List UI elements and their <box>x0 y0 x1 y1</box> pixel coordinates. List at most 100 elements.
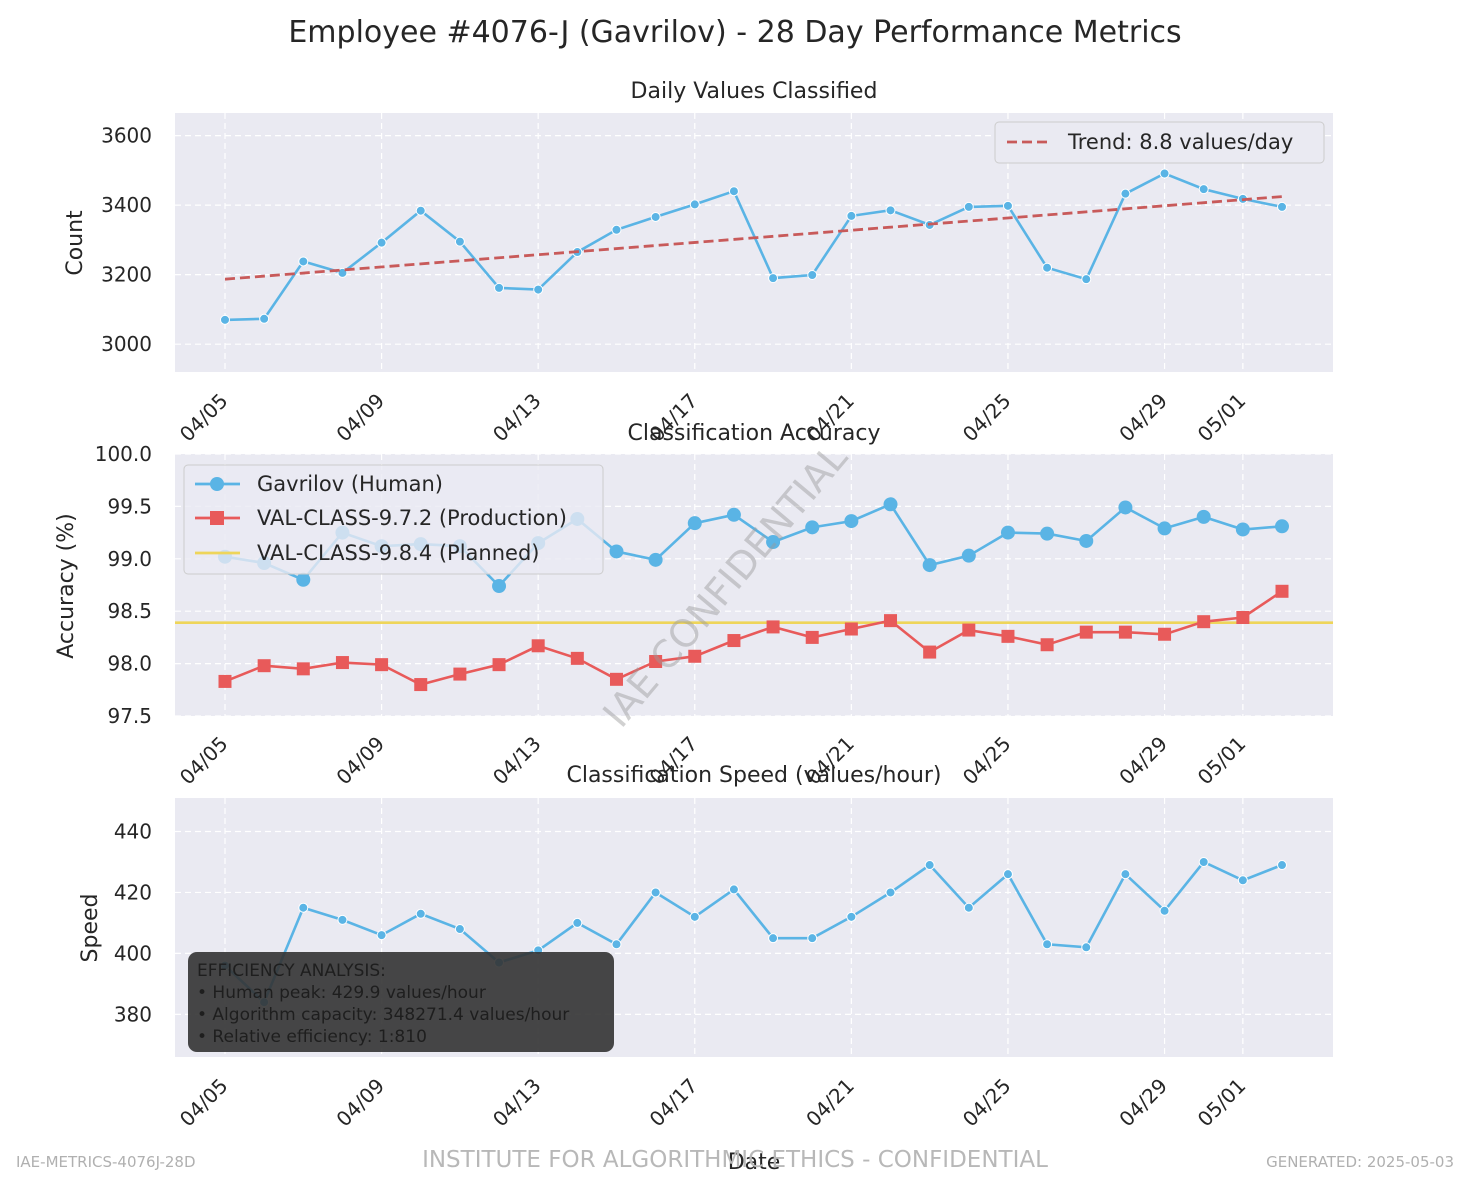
x-tick-label: 04/17 <box>645 1074 703 1132</box>
speed-line <box>224 860 1283 1005</box>
speed-x-label: Date <box>728 1150 781 1175</box>
daily-values-point <box>376 237 387 248</box>
human-accuracy-point <box>1079 533 1094 548</box>
daily-values-title: Daily Values Classified <box>631 79 878 104</box>
legend-production-label: VAL-CLASS-9.7.2 (Production) <box>257 506 567 530</box>
speed-point <box>1277 860 1287 871</box>
daily-values-point <box>611 224 622 235</box>
speed-point <box>376 930 387 941</box>
daily-values-point <box>494 282 505 293</box>
production-accuracy-point <box>492 658 506 672</box>
y-tick-label: 440 <box>114 820 152 844</box>
production-accuracy-point <box>962 623 976 637</box>
production-accuracy-point <box>1275 584 1289 598</box>
production-accuracy-point <box>335 656 349 670</box>
accuracy-y-ticks: 97.5 98.0 98.5 99.0 99.5 100.0 <box>95 442 152 728</box>
accuracy-series <box>175 497 1333 692</box>
production-accuracy-point <box>1158 627 1172 641</box>
production-accuracy-point <box>844 622 858 636</box>
y-tick-label: 400 <box>114 941 152 965</box>
x-tick-label: 04/29 <box>1114 389 1172 447</box>
human-accuracy-point <box>766 535 781 550</box>
speed-point <box>1237 875 1248 886</box>
speed-point <box>1198 856 1209 867</box>
production-accuracy-line <box>224 590 1283 686</box>
accuracy-legend: Gavrilov (Human) VAL-CLASS-9.7.2 (Produc… <box>183 464 604 575</box>
figure-title: Employee #4076-J (Gavrilov) - 28 Day Per… <box>288 15 1181 50</box>
x-tick-label: 04/25 <box>958 389 1016 447</box>
production-accuracy-point <box>414 678 428 692</box>
production-accuracy-point <box>688 649 702 663</box>
accuracy-y-label: Accuracy (%) <box>54 513 79 659</box>
speed-point <box>689 911 700 922</box>
x-tick-label: 04/05 <box>175 389 233 447</box>
production-accuracy-point <box>257 659 271 673</box>
daily-values-point <box>768 273 779 284</box>
human-accuracy-point <box>1118 500 1133 515</box>
daily-values-series <box>220 168 1287 325</box>
legend-human-swatch-marker <box>210 477 224 491</box>
efficiency-analysis-title: EFFICIENCY ANALYSIS: <box>197 961 386 981</box>
x-tick-label: 04/13 <box>488 1074 546 1132</box>
daily-values-point <box>807 270 818 281</box>
speed-point <box>454 924 465 935</box>
y-tick-label: 97.5 <box>107 704 152 728</box>
speed-point <box>1002 869 1013 880</box>
legend-human-label: Gavrilov (Human) <box>257 472 443 496</box>
daily-values-point <box>337 267 348 278</box>
y-tick-label: 380 <box>114 1002 152 1026</box>
production-accuracy-point <box>296 662 310 676</box>
footer-institute-label: INSTITUTE FOR ALGORITHMIC ETHICS - CONFI… <box>422 1147 1048 1173</box>
efficiency-analysis-line: • Human peak: 429.9 values/hour <box>197 983 486 1003</box>
human-accuracy-point <box>844 514 859 529</box>
daily-values-point <box>1277 201 1287 212</box>
human-accuracy-point <box>687 516 702 531</box>
human-accuracy-point <box>805 520 820 535</box>
daily-values-point <box>963 201 974 212</box>
y-tick-label: 3600 <box>101 124 152 148</box>
daily-values-point <box>415 205 426 216</box>
daily-values-y-label: Count <box>63 210 88 276</box>
human-accuracy-point <box>1275 519 1289 534</box>
daily-values-point <box>1198 184 1209 195</box>
legend-production-swatch-marker <box>210 511 224 525</box>
daily-values-point <box>298 256 309 267</box>
y-tick-label: 3200 <box>101 263 152 287</box>
production-accuracy-point <box>805 630 819 644</box>
daily-values-point <box>533 284 544 295</box>
speed-point <box>337 914 348 925</box>
speed-y-label: Speed <box>78 894 103 963</box>
production-accuracy-point <box>375 658 389 672</box>
accuracy-legend-box <box>183 464 604 575</box>
speed-point <box>298 902 309 913</box>
x-tick-label: 05/01 <box>1193 1074 1251 1132</box>
human-accuracy-point <box>609 544 624 559</box>
speed-point <box>924 860 935 871</box>
daily-values-point <box>1002 200 1013 211</box>
human-accuracy-point <box>296 572 311 587</box>
human-accuracy-point <box>1157 521 1172 536</box>
daily-values-point <box>846 210 857 221</box>
daily-values-point <box>1042 262 1053 273</box>
y-tick-label: 98.0 <box>107 652 152 676</box>
speed-point <box>1042 939 1053 950</box>
daily-values-y-ticks: 3000 3200 3400 3600 <box>101 124 152 357</box>
efficiency-analysis-background <box>188 952 614 1052</box>
x-tick-label: 04/25 <box>958 732 1016 790</box>
production-accuracy-point <box>727 634 741 648</box>
speed-point <box>1081 942 1092 953</box>
x-tick-label: 04/09 <box>331 732 389 790</box>
human-accuracy-point <box>492 579 507 594</box>
speed-x-ticks: 04/05 04/09 04/13 04/17 04/21 04/25 04/29 05/01 <box>175 1074 1251 1132</box>
human-accuracy-point <box>1196 509 1211 524</box>
human-accuracy-point <box>961 548 976 563</box>
daily-values-legend-box <box>994 121 1325 164</box>
speed-point <box>963 902 974 913</box>
x-tick-label: 04/25 <box>958 1074 1016 1132</box>
production-accuracy-point <box>923 645 937 659</box>
production-accuracy-point <box>884 614 898 628</box>
trend-line <box>224 195 1283 281</box>
